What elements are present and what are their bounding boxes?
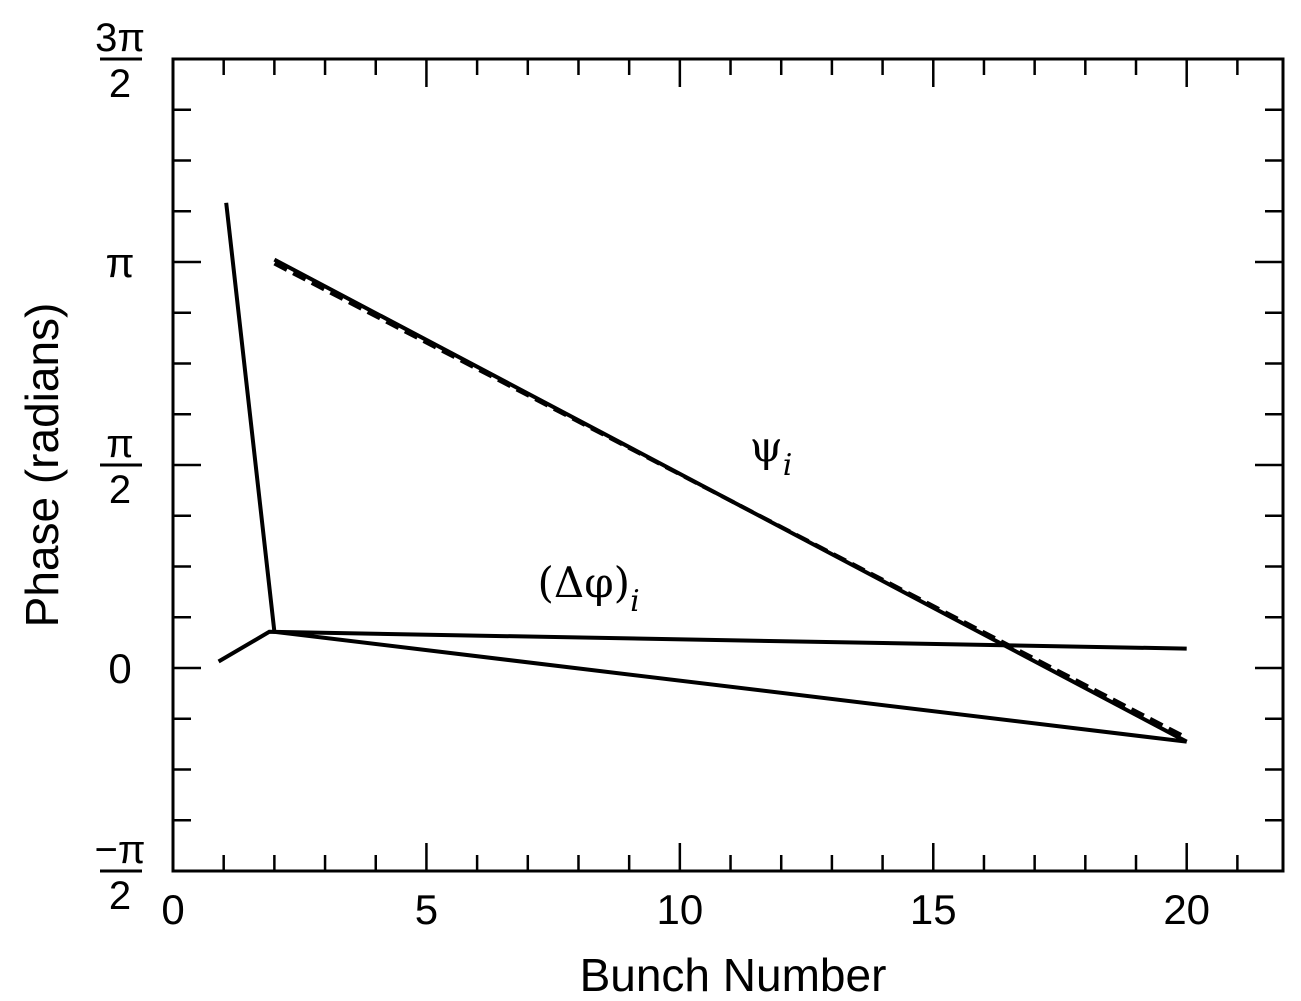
series-line-0 [217,629,1187,664]
x-tick-label: 10 [656,886,703,933]
y-tick-label: 0 [108,645,131,692]
y-tick-denominator: 2 [109,468,131,512]
x-tick-label: 20 [1163,886,1210,933]
x-tick-label: 0 [161,886,184,933]
annotation-subscript: i [783,448,793,483]
series-annotation: (Δφ)i [538,558,640,619]
series-annotation: ψi [750,422,793,483]
y-tick-label: π [106,239,135,286]
x-tick-labels: 0 5 10 15 20 [161,886,1210,933]
x-tick-label: 5 [415,886,438,933]
minor-ticks [173,59,1283,871]
y-tick-numerator: 3π [95,16,145,60]
y-axis-title: Phase (radians) [16,303,68,628]
y-tick-numerator: −π [95,828,146,872]
plot-frame [171,57,1285,873]
y-tick-numerator: π [106,422,134,466]
series-line-dashed [273,261,1188,740]
major-ticks [173,59,1283,871]
series-line-1 [224,202,1187,744]
x-tick-label: 15 [910,886,957,933]
y-tick-fraction: 3π2 [95,16,145,106]
series-layer [217,202,1188,744]
y-tick-fraction: −π2 [95,828,146,918]
y-tick-fraction: π2 [100,422,142,512]
y-tick-denominator: 2 [109,62,131,106]
annotation-layer: ψi (Δφ)i [538,422,793,619]
y-tick-denominator: 2 [109,874,131,918]
x-axis-title: Bunch Number [580,949,887,1001]
annotation-subscript: i [630,584,640,619]
